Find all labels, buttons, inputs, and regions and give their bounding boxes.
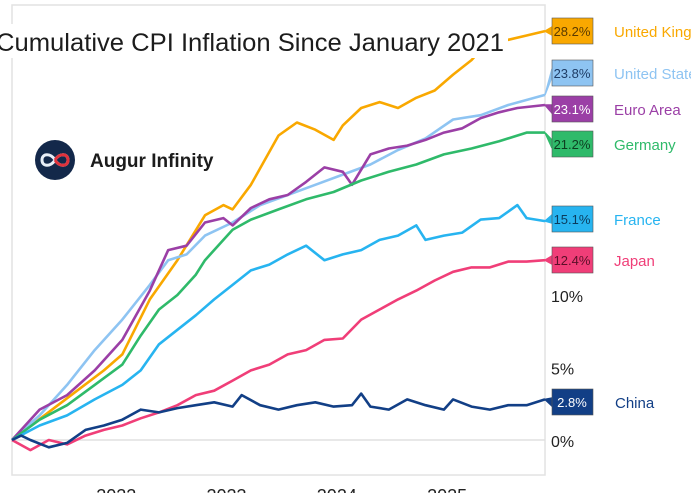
end-label-box [551, 246, 594, 274]
y-tick-label: 5% [551, 362, 574, 379]
x-tick-label: 2023 [207, 486, 247, 493]
series-line-germany [11, 131, 545, 442]
end-label-box [551, 17, 594, 45]
logo: Augur Infinity [35, 140, 214, 180]
series-name-label: China [615, 395, 655, 412]
end-label-united-kingdom: 28.2% United Kingdom [544, 17, 691, 45]
series-name-label: United Kingdom [614, 24, 691, 41]
end-label-value: 21.2% [554, 137, 591, 152]
series-line-euro-area [11, 103, 546, 441]
end-label-value: 12.4% [554, 253, 591, 268]
series-name-label: United States [614, 66, 691, 83]
end-label-euro-area: 23.1% Euro Area [544, 95, 681, 123]
end-label-china: 2.8% China [544, 388, 655, 416]
end-label-value: 28.2% [554, 24, 591, 39]
end-label-pointer [544, 397, 553, 408]
end-label-box [551, 130, 594, 158]
x-tick-label: 2025 [427, 486, 467, 493]
chart-title: Cumulative CPI Inflation Since January 2… [0, 29, 504, 57]
infinity-accent-icon [53, 153, 70, 167]
series-line-france [11, 203, 546, 442]
series-line-united-states [11, 93, 546, 441]
end-label-pointer [544, 132, 553, 149]
y-tick-label: 0% [551, 434, 574, 451]
end-label-value: 15.1% [554, 212, 591, 227]
end-label-box [551, 95, 594, 123]
end-label-value: 2.8% [557, 395, 587, 410]
end-label-pointer [544, 68, 553, 96]
series-name-label: France [614, 212, 661, 229]
series-name-label: Germany [614, 137, 676, 154]
end-label-box [551, 59, 594, 87]
series-name-label: Japan [614, 253, 655, 270]
end-label-germany: 21.2% Germany [544, 130, 676, 158]
y-tick-label: 10% [551, 289, 583, 306]
x-tick-label: 2024 [317, 486, 357, 493]
end-label-france: 15.1% France [544, 205, 661, 233]
series-line-china [11, 392, 546, 449]
end-label-united-states: 23.8% United States [544, 59, 691, 96]
end-label-pointer [544, 25, 553, 37]
end-label-pointer [544, 213, 553, 224]
end-label-pointer [544, 104, 553, 115]
x-tick-label: 2022 [96, 486, 136, 493]
end-label-japan: 12.4% Japan [544, 246, 655, 274]
end-label-pointer [544, 254, 553, 266]
series-name-label: Euro Area [614, 102, 681, 119]
brand-name: Augur Infinity [90, 151, 214, 172]
end-label-box [551, 205, 594, 233]
title-background [0, 24, 508, 58]
series-line-japan [11, 258, 546, 452]
end-label-box [551, 388, 594, 416]
end-label-value: 23.1% [554, 102, 591, 117]
end-label-value: 23.8% [554, 66, 591, 81]
